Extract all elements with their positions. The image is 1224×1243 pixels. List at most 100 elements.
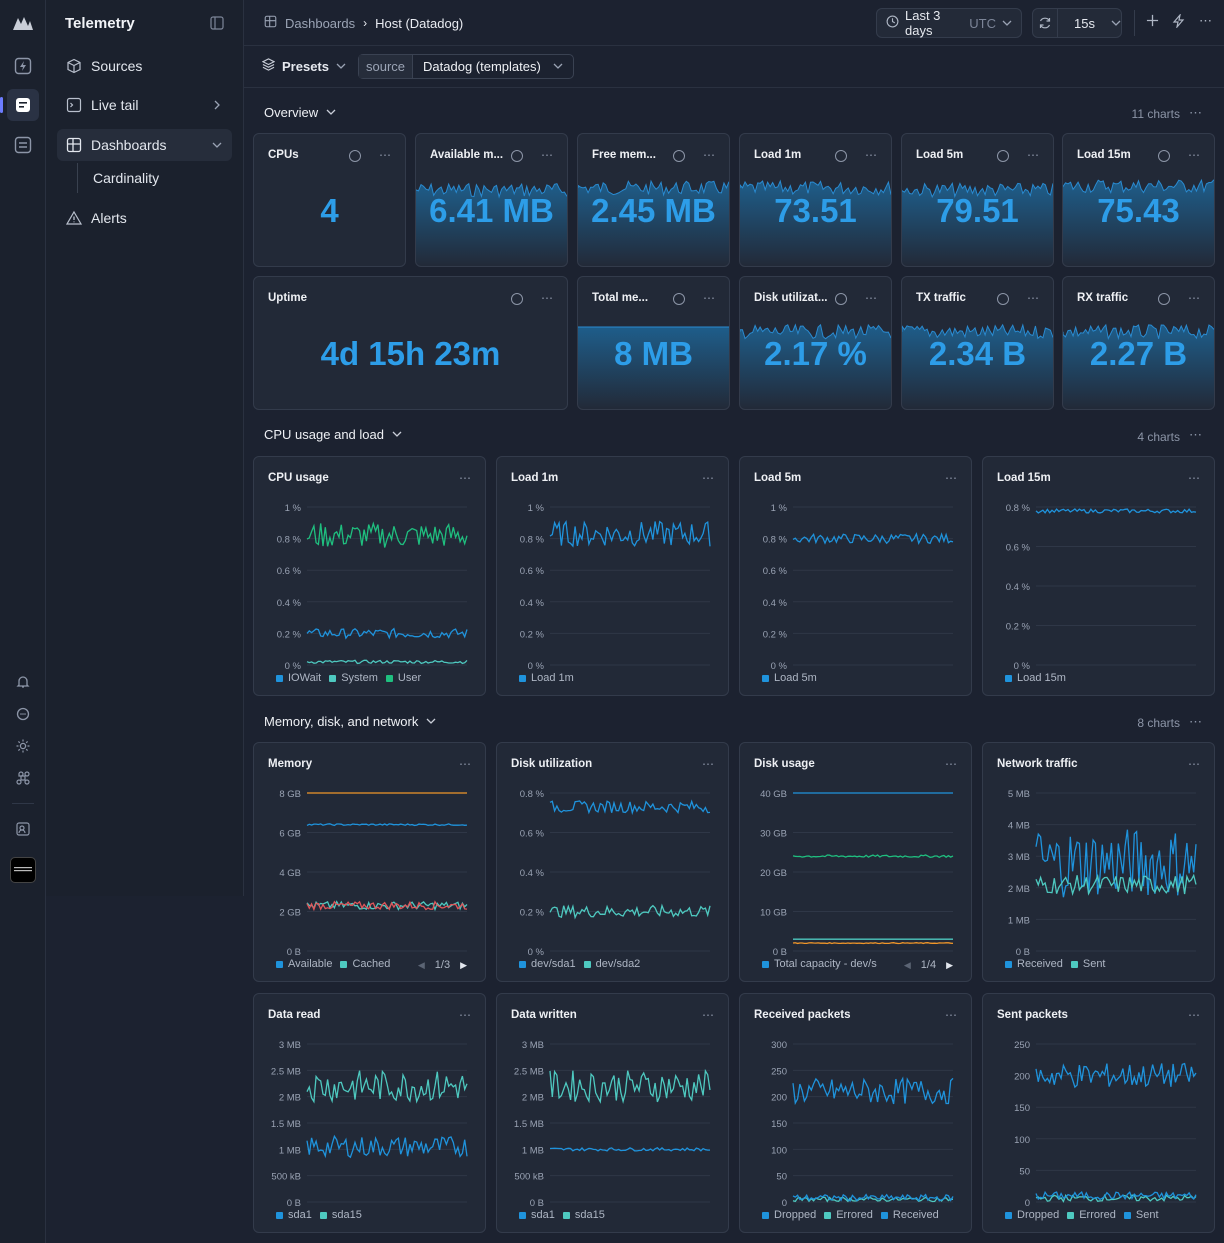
chart-card[interactable]: Sent packets ⋯ 250 200 150 100 50 0 Dropped Error…	[982, 993, 1215, 1233]
legend-item[interactable]: Available	[276, 958, 332, 970]
refresh-control[interactable]: 15s	[1032, 8, 1122, 38]
legend-item[interactable]: Sent	[1123, 1209, 1159, 1221]
more-icon[interactable]: ⋯	[702, 471, 715, 485]
legend-item[interactable]: Load 1m	[519, 672, 574, 684]
more-icon[interactable]: ⋯	[541, 148, 554, 162]
more-icon[interactable]: ⋯	[1027, 148, 1040, 162]
legend-item[interactable]: Total capacity - dev/s	[762, 958, 877, 970]
stat-card[interactable]: Load 15m ⋯ 75.43	[1062, 133, 1215, 267]
stat-card[interactable]: Load 1m ⋯ 73.51	[739, 133, 892, 267]
telemetry-icon[interactable]	[7, 89, 39, 121]
bell-icon[interactable]	[11, 670, 35, 694]
stat-card[interactable]: Free mem... ⋯ 2.45 MB	[577, 133, 730, 267]
more-icon[interactable]: ⋯	[1188, 1008, 1201, 1022]
legend-item[interactable]: Dropped	[1005, 1209, 1059, 1221]
section-more-icon[interactable]: ⋯	[1189, 105, 1202, 120]
legend-item[interactable]: sda1	[276, 1209, 312, 1221]
chart-card[interactable]: Data read ⋯ 3 MB 2.5 MB 2 MB 1.5 MB 1 MB 500 kB…	[253, 993, 486, 1233]
more-icon[interactable]: ⋯	[703, 148, 716, 162]
chart-card[interactable]: Load 5m ⋯ 1 % 0.8 % 0.6 % 0.4 % 0.2 % 0 % Load 5…	[739, 456, 972, 696]
chart-card[interactable]: Received packets ⋯ 300 250 200 150 100 50 0 Dropp…	[739, 993, 972, 1233]
bolt-icon[interactable]	[1172, 12, 1185, 31]
source-filter[interactable]: source Datadog (templates)	[358, 54, 574, 79]
legend-item[interactable]: Errored	[1067, 1209, 1116, 1221]
legend-item[interactable]: IOWait	[276, 672, 321, 684]
more-icon[interactable]: ⋯	[1188, 471, 1201, 485]
more-icon[interactable]: ⋯	[1188, 757, 1201, 771]
section-more-icon[interactable]: ⋯	[1189, 427, 1202, 442]
sun-icon[interactable]	[11, 734, 35, 758]
more-icon[interactable]: ⋯	[703, 291, 716, 305]
more-icon[interactable]: ⋯	[1027, 291, 1040, 305]
more-icon[interactable]: ⋯	[702, 757, 715, 771]
more-icon[interactable]: ⋯	[865, 291, 878, 305]
chart-card[interactable]: Disk usage ⋯ 40 GB 30 GB 20 GB 10 GB 0 B Total …	[739, 742, 972, 982]
collapse-sidebar-icon[interactable]	[210, 16, 224, 33]
sidebar-item-live-tail[interactable]: Live tail	[57, 89, 232, 121]
more-icon[interactable]: ⋯	[945, 1008, 958, 1022]
more-icon[interactable]: ⋯	[379, 148, 392, 162]
more-icon[interactable]: ⋯	[459, 471, 472, 485]
stat-card[interactable]: Available m... ⋯ 6.41 MB	[415, 133, 568, 267]
time-range-picker[interactable]: Last 3 days UTC	[876, 8, 1022, 38]
chart-card[interactable]: CPU usage ⋯ 1 % 0.8 % 0.6 % 0.4 % 0.2 % 0 % IOWa…	[253, 456, 486, 696]
next-page-icon[interactable]: ▶	[460, 959, 467, 970]
stat-card[interactable]: Disk utilizat... ⋯ 2.17 %	[739, 276, 892, 410]
more-icon[interactable]: ⋯	[1188, 291, 1201, 305]
logo-icon[interactable]	[11, 11, 35, 35]
prev-page-icon[interactable]: ◀	[417, 959, 425, 970]
bolt-square-icon[interactable]	[11, 54, 35, 78]
prev-page-icon[interactable]: ◀	[903, 959, 911, 970]
legend-item[interactable]: Received	[1005, 958, 1063, 970]
stat-card[interactable]: Uptime ⋯ 4d 15h 23m	[253, 276, 568, 410]
stat-card[interactable]: Load 5m ⋯ 79.51	[901, 133, 1054, 267]
sidebar-item-sources[interactable]: Sources	[57, 50, 232, 82]
sidebar-item-alerts[interactable]: Alerts	[57, 202, 232, 234]
chart-card[interactable]: Disk utilization ⋯ 0.8 % 0.6 % 0.4 % 0.2 % 0 %…	[496, 742, 729, 982]
more-icon[interactable]: ⋯	[459, 757, 472, 771]
chart-card[interactable]: Load 15m ⋯ 0.8 % 0.6 % 0.4 % 0.2 % 0 % Load 15m	[982, 456, 1215, 696]
refresh-icon[interactable]	[1033, 9, 1059, 37]
stat-card[interactable]: RX traffic ⋯ 2.27 B	[1062, 276, 1215, 410]
legend-item[interactable]: sda1	[519, 1209, 555, 1221]
more-icon[interactable]: ⋯	[459, 1008, 472, 1022]
section-memory[interactable]: Memory, disk, and network	[264, 714, 436, 729]
settings-square-icon[interactable]	[11, 133, 35, 157]
legend-item[interactable]: Errored	[824, 1209, 873, 1221]
more-icon[interactable]: ⋯	[945, 757, 958, 771]
stat-card[interactable]: Total me... ⋯ 8 MB	[577, 276, 730, 410]
next-page-icon[interactable]: ▶	[946, 959, 953, 970]
section-more-icon[interactable]: ⋯	[1189, 714, 1202, 729]
chart-card[interactable]: Load 1m ⋯ 1 % 0.8 % 0.6 % 0.4 % 0.2 % 0 % Load 1…	[496, 456, 729, 696]
user-settings-icon[interactable]	[11, 817, 35, 841]
avatar[interactable]	[10, 857, 36, 883]
more-icon[interactable]: ⋯	[1188, 148, 1201, 162]
sidebar-item-cardinality[interactable]: Cardinality	[93, 170, 160, 186]
command-icon[interactable]	[11, 766, 35, 790]
legend-item[interactable]: sda15	[562, 1209, 605, 1221]
legend-item[interactable]: Load 5m	[762, 672, 817, 684]
legend-item[interactable]: Sent	[1070, 958, 1106, 970]
add-icon[interactable]	[1146, 14, 1159, 30]
legend-item[interactable]: sda15	[319, 1209, 362, 1221]
more-icon[interactable]: ⋯	[945, 471, 958, 485]
legend-item[interactable]: Dropped	[762, 1209, 816, 1221]
breadcrumb-dashboards[interactable]: Dashboards	[285, 15, 356, 31]
more-icon[interactable]: ⋯	[865, 148, 878, 162]
legend-item[interactable]: Cached	[340, 958, 390, 970]
legend-item[interactable]: dev/sda1	[519, 958, 576, 970]
legend-item[interactable]: System	[329, 672, 378, 684]
section-overview[interactable]: Overview	[264, 105, 336, 120]
legend-item[interactable]: Load 15m	[1005, 672, 1066, 684]
more-icon[interactable]: ⋯	[541, 291, 554, 305]
chat-icon[interactable]	[11, 702, 35, 726]
legend-item[interactable]: dev/sda2	[583, 958, 640, 970]
more-icon[interactable]: ⋯	[1199, 13, 1212, 28]
presets-dropdown[interactable]: Presets	[261, 58, 346, 74]
sidebar-item-dashboards[interactable]: Dashboards	[57, 129, 232, 161]
more-icon[interactable]: ⋯	[702, 1008, 715, 1022]
chart-card[interactable]: Memory ⋯ 8 GB 6 GB 4 GB 2 GB 0 B Available Cache…	[253, 742, 486, 982]
stat-card[interactable]: CPUs ⋯ 4	[253, 133, 406, 267]
stat-card[interactable]: TX traffic ⋯ 2.34 B	[901, 276, 1054, 410]
